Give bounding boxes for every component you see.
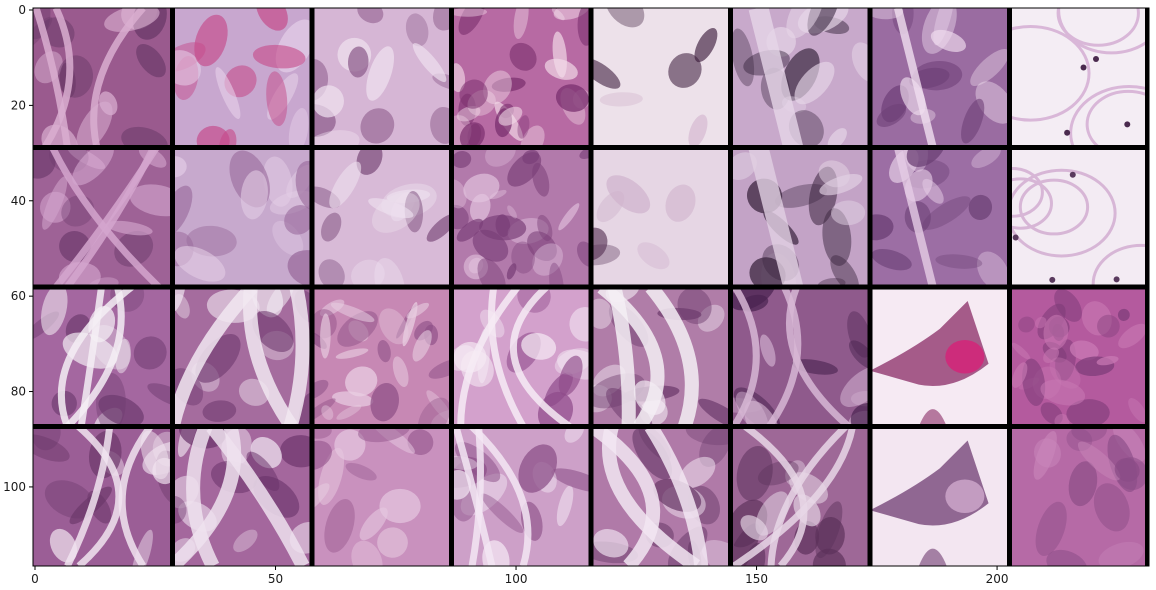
edge-separator bbox=[1145, 8, 1149, 566]
tile-r2-c5 bbox=[591, 147, 731, 287]
tile-r1-c1 bbox=[33, 8, 173, 148]
y-tick-label: 20 bbox=[11, 98, 26, 112]
tile-r4-c4 bbox=[451, 426, 591, 566]
y-tick-label: 100 bbox=[3, 480, 26, 494]
grid-separators bbox=[33, 8, 1149, 566]
x-tick-label: 200 bbox=[986, 572, 1009, 586]
tile-r3-c1 bbox=[33, 287, 173, 427]
x-tick-label: 150 bbox=[745, 572, 768, 586]
x-tick-label: 50 bbox=[268, 572, 283, 586]
y-tick-label: 40 bbox=[11, 194, 26, 208]
tile-r2-c3 bbox=[312, 147, 452, 287]
tile-r1-c3 bbox=[312, 8, 452, 148]
tile-r3-c5 bbox=[591, 287, 731, 427]
tile-r2-c6 bbox=[730, 147, 870, 287]
tile-r3-c7 bbox=[870, 287, 1010, 427]
axes-frame bbox=[32, 7, 1150, 567]
y-tick-label: 0 bbox=[18, 3, 26, 17]
tile-r4-c1 bbox=[33, 426, 173, 566]
tile-r4-c8 bbox=[1009, 426, 1149, 566]
horizontal-separator bbox=[33, 284, 1149, 290]
tile-r4-c2 bbox=[172, 426, 312, 566]
tile-r3-c3 bbox=[312, 287, 452, 427]
tile-r1-c7 bbox=[870, 8, 1010, 148]
horizontal-separator bbox=[33, 424, 1149, 429]
horizontal-separator bbox=[33, 145, 1149, 150]
tile-r4-c5 bbox=[591, 426, 731, 566]
tile-r2-c2 bbox=[172, 147, 312, 287]
tile-r1-c4 bbox=[451, 8, 591, 148]
tile-r4-c3 bbox=[312, 426, 452, 566]
x-tick-label: 0 bbox=[31, 572, 39, 586]
x-tick-label: 100 bbox=[505, 572, 528, 586]
tile-r1-c2 bbox=[172, 8, 312, 148]
tile-r4-c7 bbox=[870, 426, 1010, 566]
tile-r3-c4 bbox=[451, 287, 591, 427]
image-tiles bbox=[33, 8, 1149, 566]
y-tick-label: 80 bbox=[11, 385, 26, 399]
tile-r1-c6 bbox=[730, 8, 870, 148]
tile-r3-c8 bbox=[1009, 287, 1149, 427]
tile-r3-c6 bbox=[730, 287, 870, 427]
tile-r1-c5 bbox=[591, 8, 731, 148]
tile-r4-c6 bbox=[730, 426, 870, 566]
x-axis: 0 50 100 150 200 bbox=[31, 566, 1009, 586]
y-axis: 0 20 40 60 80 100 bbox=[3, 3, 33, 494]
tile-r2-c4 bbox=[451, 147, 591, 287]
tile-r2-c8 bbox=[1009, 147, 1149, 287]
tile-r3-c2 bbox=[172, 287, 312, 427]
tile-r2-c1 bbox=[33, 147, 173, 287]
tile-r1-c8 bbox=[1009, 8, 1149, 148]
y-tick-label: 60 bbox=[11, 289, 26, 303]
